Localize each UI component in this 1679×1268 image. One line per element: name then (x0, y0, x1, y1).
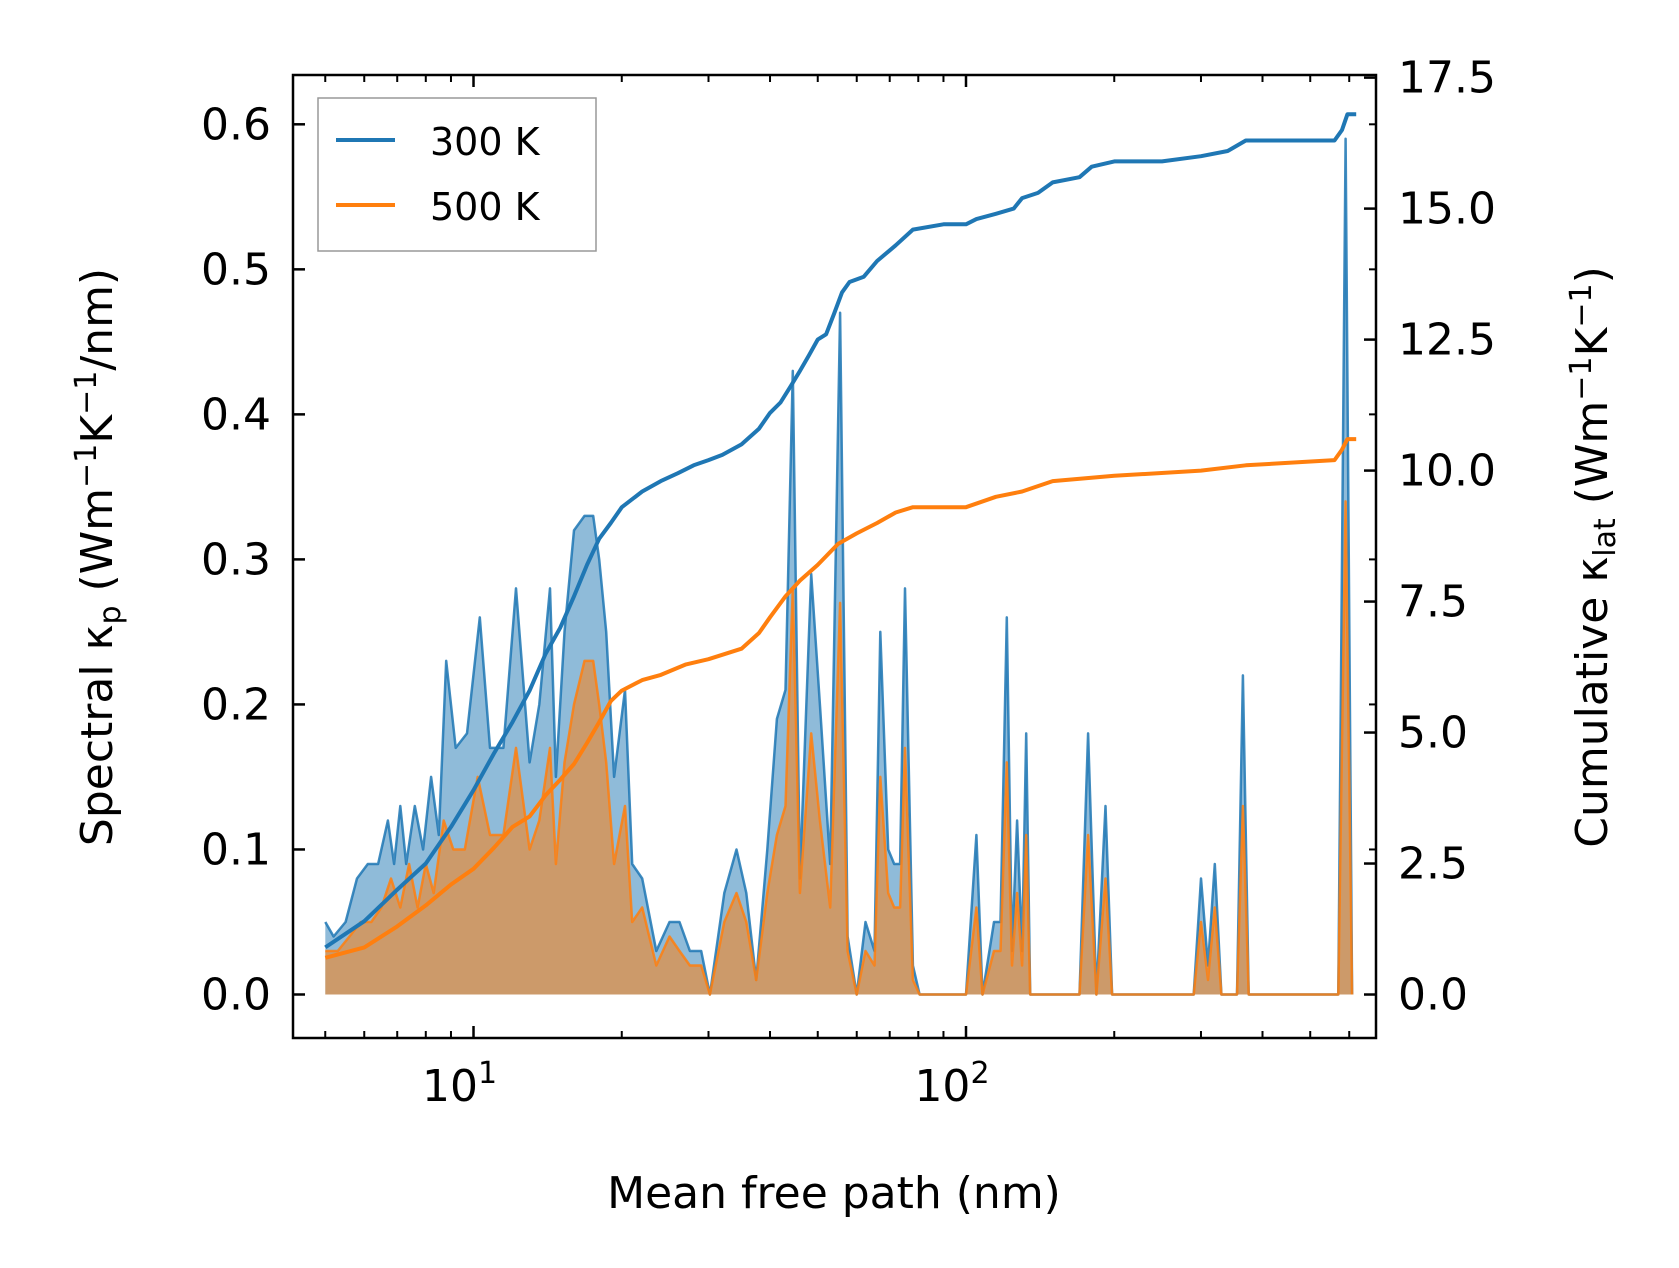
left-tick-label: 0.0 (201, 969, 271, 1020)
legend: 300 K 500 K (317, 97, 597, 252)
cumulative-line-300k (324, 112, 1357, 950)
left-tick-label: 0.6 (201, 99, 271, 150)
left-tick-label: 0.1 (201, 824, 271, 875)
right-tick-label: 2.5 (1398, 839, 1468, 890)
left-tick-label: 0.5 (201, 244, 271, 295)
left-tick-label: 0.3 (201, 534, 271, 585)
cumulative-lines (324, 112, 1357, 960)
right-tick-label: 17.5 (1398, 53, 1496, 104)
plot-frame (291, 73, 1378, 1040)
left-axis-title: Spectral κp (Wm−1K−1/nm) (69, 268, 128, 846)
legend-label-500k: 500 K (430, 185, 541, 229)
right-tick-label: 7.5 (1398, 577, 1468, 628)
legend-label-300k: 300 K (430, 120, 541, 164)
right-tick-label: 5.0 (1398, 708, 1468, 759)
left-tick-label: 0.4 (201, 389, 271, 440)
right-tick-label: 12.5 (1398, 315, 1496, 366)
right-tick-label: 10.0 (1398, 446, 1496, 497)
x-axis-title: Mean free path (nm) (607, 1168, 1061, 1219)
axis-ticks: 0.0 0.1 0.2 0.3 0.4 0.5 0.6 0.0 2.5 5.0 7.5 10.0 12.… (201, 53, 1496, 1112)
legend-box (317, 97, 597, 252)
right-tick-label: 0.0 (1398, 970, 1468, 1021)
x-tick-label: 102 (914, 1056, 989, 1112)
left-tick-label: 0.2 (201, 679, 271, 730)
right-axis-title: Cumulative κlat (Wm−1K−1) (1564, 266, 1623, 848)
right-tick-label: 15.0 (1398, 184, 1496, 235)
x-tick-label: 101 (422, 1056, 497, 1112)
spectral-area-500k (325, 501, 1353, 995)
cumulative-line-500k (324, 437, 1357, 960)
